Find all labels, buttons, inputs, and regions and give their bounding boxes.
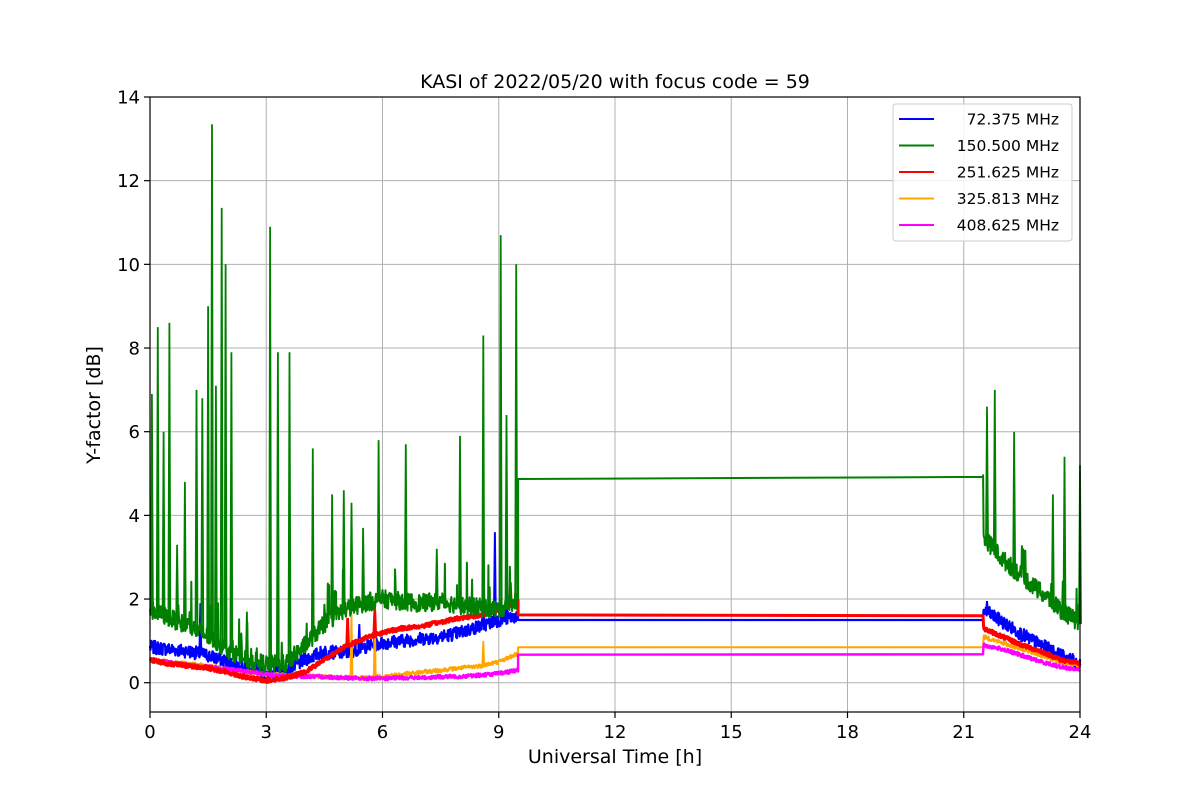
series-spike-1 (175, 544, 179, 622)
legend-label: 408.625 MHz (957, 217, 1059, 235)
series-spike-1 (214, 385, 218, 642)
series-spike-1 (206, 306, 210, 637)
y-axis-label: Y-factor [dB] (83, 346, 105, 465)
legend: 72.375 MHz 150.500 MHz 251.625 MHz 325.813 … (892, 103, 1073, 242)
x-tick-label: 21 (952, 722, 975, 743)
series-spike-1 (985, 406, 989, 541)
series-line-2 (148, 598, 1082, 684)
series-spike-1 (167, 322, 172, 618)
series-spike-2 (345, 617, 350, 646)
series-spike-1 (1012, 431, 1016, 570)
series-spike-1 (219, 207, 224, 646)
legend-item: 325.813 MHz (899, 190, 1059, 208)
legend-label: 72.375 MHz (967, 111, 1059, 129)
legend-item: 150.500 MHz (899, 137, 1059, 155)
legend-item: 408.625 MHz (899, 217, 1059, 235)
series-spike-1 (514, 264, 519, 601)
series-spike-1 (210, 124, 214, 640)
series-spike-1 (276, 352, 280, 664)
series-spike-1 (403, 444, 408, 602)
series-spike-0 (985, 601, 989, 613)
series-spike-1 (349, 502, 354, 608)
series-line-1 (149, 474, 1081, 674)
x-tick-label: 6 (377, 722, 388, 743)
legend-label: 150.500 MHz (957, 137, 1059, 155)
series-spike-1 (245, 611, 249, 660)
y-tick-label: 14 (117, 88, 140, 109)
series-spike-1 (268, 226, 272, 664)
legend-item: 72.375 MHz (899, 111, 1059, 129)
series-spike-0 (492, 532, 497, 622)
x-tick-label: 3 (261, 722, 272, 743)
x-tick-label: 0 (144, 722, 155, 743)
y-tick-label: 12 (117, 171, 140, 192)
series-spike-1 (481, 335, 486, 608)
x-tick-label: 24 (1069, 722, 1092, 743)
y-tick-label: 6 (129, 422, 140, 443)
series-spike-0 (198, 603, 203, 654)
series-line-4 (148, 642, 1082, 682)
legend-item: 251.625 MHz (899, 164, 1059, 182)
series-spike-1 (330, 494, 334, 619)
series-spike-0 (357, 624, 362, 649)
series-spike-1 (194, 389, 199, 631)
series-spike-1 (310, 448, 315, 637)
chart-title: KASI of 2022/05/20 with focus code = 59 (420, 71, 810, 93)
x-tick-label: 12 (604, 722, 627, 743)
series-spike-1 (161, 431, 166, 616)
x-tick-label: 18 (836, 722, 859, 743)
series-spike-1 (504, 414, 509, 606)
series-spike-3 (481, 640, 486, 666)
x-axis-label: Universal Time [h] (528, 746, 702, 768)
series-spike-1 (229, 352, 234, 652)
legend-label: 251.625 MHz (957, 164, 1059, 182)
legend-box (892, 103, 1073, 242)
series-spike-1 (150, 393, 154, 611)
series-spike-1 (361, 527, 365, 604)
series-spike-1 (376, 440, 381, 600)
x-tick-label: 15 (720, 722, 743, 743)
series-spike-1 (992, 389, 997, 551)
y-tick-label: 2 (129, 590, 140, 611)
series-spike-1 (223, 264, 228, 649)
series-spike-1 (1051, 494, 1055, 603)
y-tick-label: 8 (129, 339, 140, 360)
x-tick-label: 9 (493, 722, 504, 743)
series-spike-1 (498, 235, 503, 609)
y-tick-label: 4 (129, 506, 140, 527)
series-spike-1 (341, 490, 346, 610)
series-spike-2 (372, 609, 378, 636)
series-spike-1 (183, 481, 187, 625)
y-tick-label: 0 (129, 673, 140, 694)
series-spike-1 (200, 398, 205, 634)
series-spike-1 (434, 548, 439, 602)
series-4 (148, 642, 1082, 682)
y-tick-label: 10 (117, 255, 140, 276)
series-spike-1 (458, 435, 462, 606)
series-spike-1 (155, 327, 160, 613)
series-spike-1 (287, 352, 292, 661)
series-spike-1 (1062, 456, 1067, 613)
legend-label: 325.813 MHz (957, 190, 1059, 208)
